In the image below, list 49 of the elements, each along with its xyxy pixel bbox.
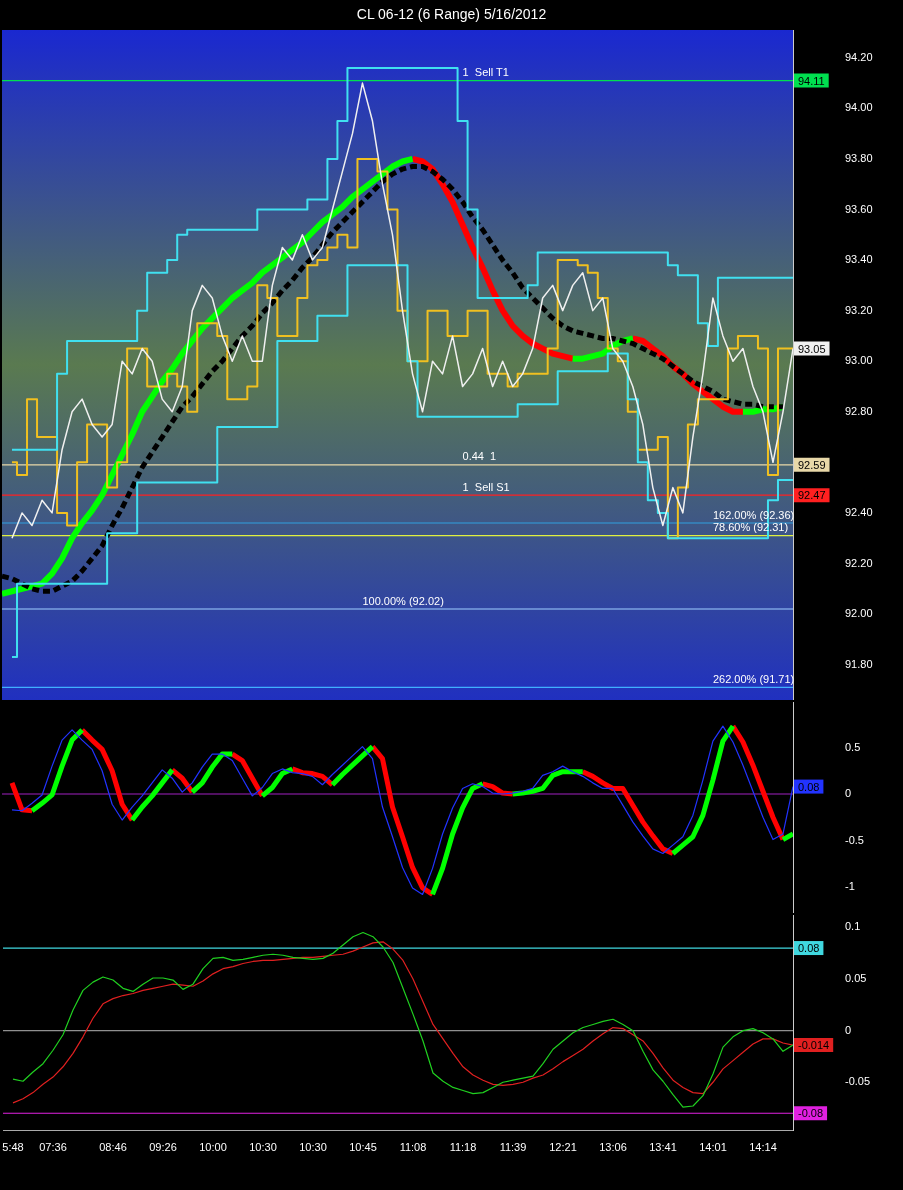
y-tick-label: 0: [845, 787, 852, 800]
y-tick-label: 93.80: [845, 151, 873, 164]
y-tick-label: 92.00: [845, 607, 873, 620]
annotation: 1 Sell T1: [462, 66, 509, 79]
ref-line-label: -0.08: [798, 1107, 824, 1120]
data-label: -0.014: [798, 1039, 830, 1052]
x-tick-label: 14:14: [749, 1141, 777, 1154]
y-tick-label: 93.00: [845, 354, 873, 367]
data-label: 93.05: [798, 342, 826, 355]
annotation: 100.00% (92.02): [362, 594, 444, 607]
y-tick-label: 94.00: [845, 101, 873, 114]
x-tick-label: 11:18: [449, 1141, 477, 1154]
y-tick-label: 94.20: [845, 50, 873, 63]
x-tick-label: 07:36: [39, 1141, 67, 1154]
x-tick-label: 10:00: [199, 1141, 227, 1154]
x-tick-label: 13:41: [649, 1141, 677, 1154]
y-tick-label: -1: [845, 880, 855, 892]
x-tick-label: 13:06: [599, 1141, 627, 1154]
x-tick-label: 09:26: [149, 1141, 177, 1154]
x-tick-label: 08:46: [99, 1141, 127, 1154]
y-tick-label: 0.05: [845, 972, 867, 985]
y-tick-label: 93.60: [845, 202, 873, 215]
ref-line-label: 0.08: [798, 942, 820, 955]
x-tick-label: 12:21: [549, 1141, 577, 1154]
ref-line-label: 92.59: [798, 458, 826, 471]
annotation: 1 Sell S1: [462, 480, 510, 493]
ref-line-label: 92.47: [798, 489, 826, 502]
y-tick-label: 0: [845, 1023, 852, 1036]
y-tick-label: 93.20: [845, 303, 873, 316]
y-tick-label: 91.80: [845, 657, 873, 670]
x-tick-label: 5:48: [2, 1141, 24, 1154]
x-tick-label: 10:30: [249, 1141, 277, 1154]
y-tick-label: 92.80: [845, 404, 873, 417]
y-tick-label: 0.1: [845, 920, 861, 933]
x-tick-label: 10:45: [349, 1141, 377, 1154]
y-tick-label: 92.40: [845, 505, 873, 518]
data-label: 0.08: [798, 780, 820, 793]
y-tick-label: -0.05: [845, 1075, 871, 1088]
x-tick-label: 11:39: [499, 1141, 527, 1154]
y-tick-label: 92.20: [845, 556, 873, 569]
x-tick-label: 11:08: [399, 1141, 427, 1154]
annotation: 0.44 1: [462, 450, 497, 463]
y-tick-label: -0.5: [845, 833, 864, 846]
chart-title: CL 06-12 (6 Range) 5/16/2012: [355, 5, 548, 24]
x-tick-label: 14:01: [699, 1141, 727, 1154]
ref-line-label: 94.11: [798, 74, 825, 87]
y-tick-label: 0.5: [845, 740, 861, 753]
y-tick-label: 93.40: [845, 253, 873, 266]
x-tick-label: 10:30: [299, 1141, 327, 1154]
